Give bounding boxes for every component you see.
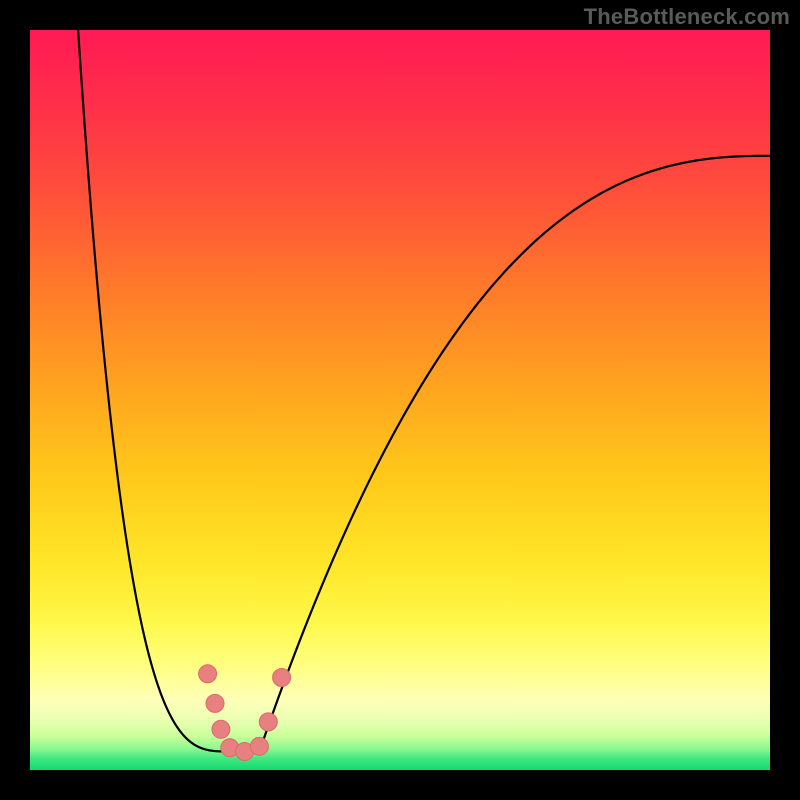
data-dots	[30, 30, 770, 770]
data-dot	[206, 694, 224, 712]
data-dot	[273, 669, 291, 687]
data-dot	[199, 665, 217, 683]
data-dot	[212, 720, 230, 738]
data-dot	[250, 737, 268, 755]
data-dot	[259, 713, 277, 731]
watermark-text: TheBottleneck.com	[584, 4, 790, 30]
